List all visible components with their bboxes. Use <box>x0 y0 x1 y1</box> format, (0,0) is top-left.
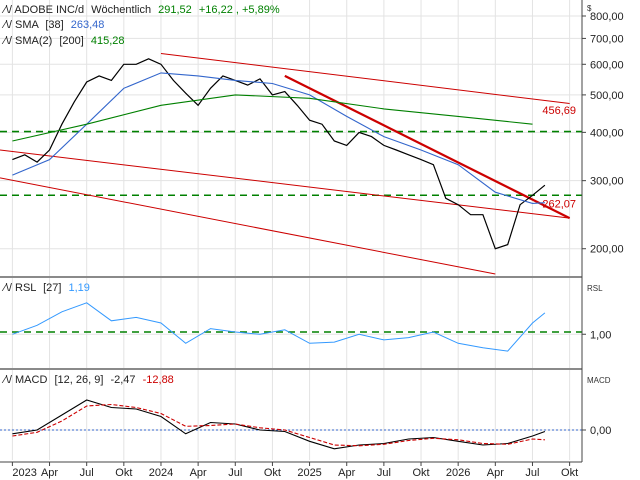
svg-text:⁄\/ SMA(2) [200]: ⁄\/ SMA(2) [200] 415,28 <box>1 35 125 47</box>
sma-long-value: 415,28 <box>91 35 125 47</box>
x-tick-label: Apr <box>487 467 504 479</box>
macd-params: [12, 26, 9] <box>54 374 103 386</box>
series-rsl <box>12 302 546 352</box>
interval-label: Wöchentlich <box>91 4 151 16</box>
macd-label: MACD <box>15 374 47 386</box>
rsl-axis-label: RSL <box>587 284 603 293</box>
series-signal <box>12 403 545 447</box>
axes: 2023 Apr Jul Okt 2024 Apr Jul Okt 2025 Apr Jul Okt 2… <box>11 11 624 479</box>
svg-text:⁄\/ SMA [38]: ⁄\/ SMA [38] 263,48 <box>1 19 104 31</box>
sma-long-param: [200] <box>59 35 83 47</box>
x-tick-label: Apr <box>190 467 207 479</box>
series-sma_short <box>12 72 545 204</box>
legend-icon-ticker: ⁄\/ <box>1 4 13 16</box>
svg-text:⁄\/ RSL [27]: ⁄\/ RSL [27] 1,19 <box>1 282 90 294</box>
price-change-pct: +5,89% <box>242 4 280 16</box>
price-change: +16,22 <box>199 4 233 16</box>
sma-short-label: SMA <box>15 19 40 31</box>
price-panel: 456,69 262,07 <box>0 52 582 275</box>
x-tick-label: Apr <box>338 467 355 479</box>
price-y-tick-label: 600,00 <box>590 59 624 71</box>
sma-short-param: [38] <box>45 19 63 31</box>
legend-icon-rsl: ⁄\/ <box>1 282 13 294</box>
rsl-y-tick-label: 1,00 <box>590 329 611 341</box>
x-tick-label: 2025 <box>297 467 321 479</box>
channel-line <box>0 177 496 275</box>
macd-axis-label: MACD <box>587 376 611 385</box>
series-close <box>12 58 546 250</box>
svg-text:⁄\/ ADOBE INC/d Wö: ⁄\/ ADOBE INC/d Wöchentlich 291,52 +16,2… <box>1 4 280 16</box>
price-panel-bg <box>0 0 582 276</box>
x-tick-label: Jul <box>525 467 539 479</box>
price-y-tick-label: 500,00 <box>590 90 624 102</box>
channel-line <box>0 149 570 219</box>
legend-icon-sma: ⁄\/ <box>1 19 13 31</box>
x-tick-label: Jul <box>80 467 94 479</box>
sma-long-label: SMA(2) <box>15 35 52 47</box>
currency-symbol: $ <box>587 4 592 13</box>
signal-value: -12,88 <box>143 374 174 386</box>
x-tick-label: 2024 <box>149 467 173 479</box>
price-legend: ⁄\/ ADOBE INC/d Wöchentlich 291,52 +16,2… <box>1 4 280 47</box>
sma-short-value: 263,48 <box>71 19 105 31</box>
channel-line <box>160 52 570 105</box>
x-tick-label: Okt <box>264 467 281 479</box>
price-level-label: 456,69 <box>542 105 576 117</box>
price-change-sep: , <box>236 4 242 16</box>
macd-legend: ⁄\/ MACD [12, 26, 9] -2,47 -12,88 MACD <box>1 374 611 386</box>
rsl-panel <box>0 302 582 352</box>
chart-grid <box>0 0 582 460</box>
rsl-panel-bg <box>0 278 582 368</box>
x-tick-label: Okt <box>561 467 578 479</box>
series-sma_long <box>12 94 533 142</box>
x-tick-label: 2023 <box>12 467 36 479</box>
x-tick-label: Okt <box>115 467 132 479</box>
rsl-legend: ⁄\/ RSL [27] 1,19 RSL <box>1 282 603 294</box>
price-y-tick-label: 400,00 <box>590 127 624 139</box>
x-tick-label: 2026 <box>446 467 470 479</box>
price-y-tick-label: 200,00 <box>590 244 624 256</box>
rsl-value: 1,19 <box>69 282 90 294</box>
price-y-tick-label: 700,00 <box>590 33 624 45</box>
price-y-tick-label: 300,00 <box>590 176 624 188</box>
ticker-label: ADOBE INC/d <box>14 4 84 16</box>
x-tick-label: Okt <box>412 467 429 479</box>
rsl-param: [27] <box>43 282 61 294</box>
macd-panel <box>0 399 582 450</box>
price-level-label: 262,07 <box>542 198 576 210</box>
svg-text:⁄\/ MACD [12, 26,: ⁄\/ MACD [12, 26, 9] -2,47 -12,88 <box>1 374 174 386</box>
x-tick-label: Jul <box>377 467 391 479</box>
price-y-tick-label: 800,00 <box>590 11 624 23</box>
trend-line <box>284 74 571 220</box>
last-price: 291,52 <box>158 4 192 16</box>
legend-icon-sma2: ⁄\/ <box>1 35 13 47</box>
legend-icon-macd: ⁄\/ <box>1 374 13 386</box>
rsl-label: RSL <box>15 282 36 294</box>
x-tick-label: Apr <box>41 467 58 479</box>
x-tick-label: Jul <box>228 467 242 479</box>
macd-value: -2,47 <box>110 374 135 386</box>
macd-y-tick-label: 0,00 <box>590 425 611 437</box>
